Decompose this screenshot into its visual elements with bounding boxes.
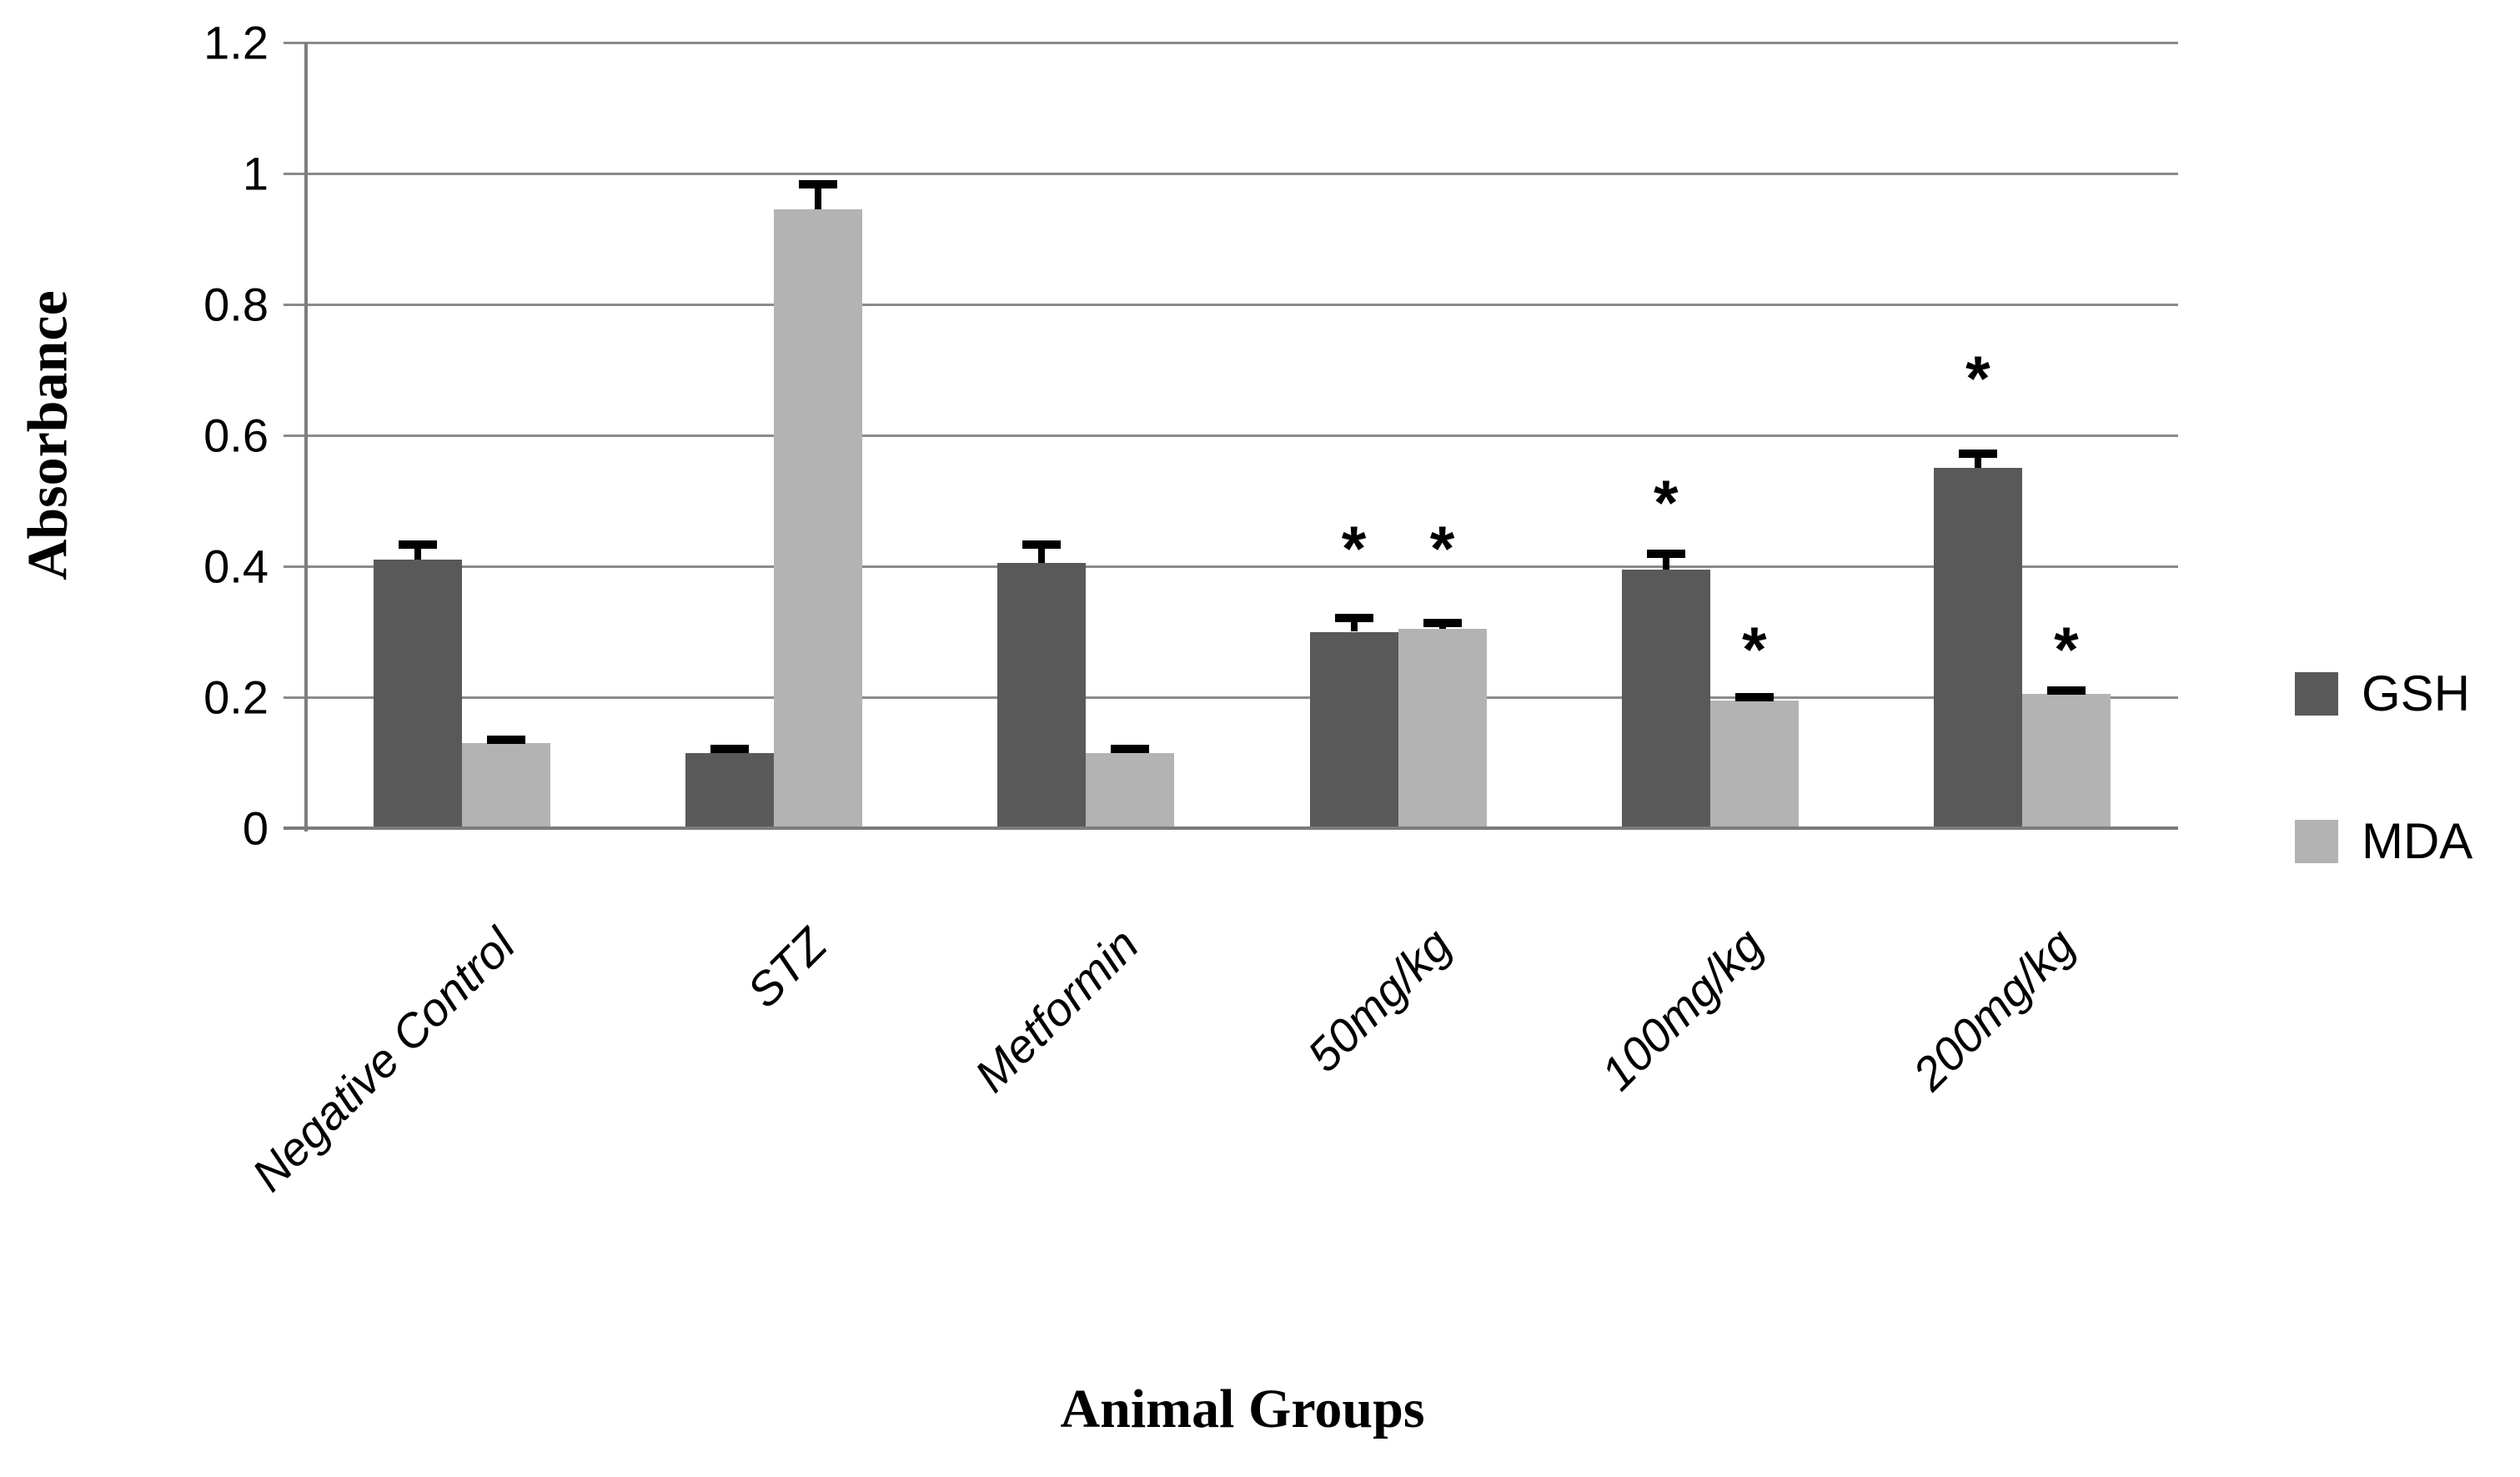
legend-swatch-mda-icon (2295, 819, 2338, 863)
bar-mda-100mg-kg (1709, 700, 1799, 828)
bar-mda-stz (774, 209, 863, 828)
significance-asterisk-mda-50mg-kg: * (1429, 513, 1455, 585)
x-axis-title: Animal Groups (1060, 1379, 1425, 1439)
errorbar-cap-mda-100mg-kg (1734, 692, 1774, 701)
y-tick-label-0.2: 0.2 (203, 671, 269, 724)
significance-asterisk-mda-200mg-kg: * (2054, 615, 2079, 686)
x-tick-label-stz: STZ (737, 917, 837, 1018)
x-axis-line (284, 826, 2178, 830)
legend: GSH MDA (2295, 665, 2472, 960)
gridline-1 (284, 173, 2178, 175)
errorbar-stem-mda-stz (815, 188, 822, 210)
bar-mda-negative-control (462, 742, 551, 828)
bar-gsh-200mg-kg (1933, 468, 2022, 828)
errorbar-stem-gsh-negative-control (414, 548, 422, 560)
y-tick-label-1.2: 1.2 (203, 16, 269, 69)
significance-asterisk-gsh-100mg-kg: * (1653, 467, 1679, 539)
significance-asterisk-gsh-50mg-kg: * (1341, 513, 1367, 585)
y-tick-label-0.6: 0.6 (203, 409, 269, 462)
errorbar-cap-mda-50mg-kg (1423, 618, 1462, 627)
errorbar-stem-gsh-200mg-kg (1974, 458, 1981, 469)
errorbar-cap-mda-200mg-kg (2046, 686, 2086, 695)
errorbar-cap-gsh-50mg-kg (1334, 613, 1373, 622)
y-tick-label-1: 1 (242, 147, 269, 200)
bar-gsh-100mg-kg (1621, 569, 1710, 828)
errorbar-cap-gsh-200mg-kg (1958, 450, 1997, 459)
legend-item-gsh: GSH (2295, 665, 2472, 722)
y-tick-label-0.8: 0.8 (203, 278, 269, 331)
x-tick-label-negative-control: Negative Control (241, 917, 525, 1202)
y-axis-line (304, 43, 308, 831)
errorbar-stem-gsh-100mg-kg (1662, 558, 1669, 570)
y-tick-label-0: 0 (242, 801, 269, 855)
errorbar-cap-gsh-100mg-kg (1646, 550, 1685, 559)
errorbar-stem-gsh-metformin (1038, 548, 1046, 564)
bar-mda-50mg-kg (1398, 628, 1487, 828)
significance-asterisk-gsh-200mg-kg: * (1965, 343, 1990, 414)
legend-label-gsh: GSH (2362, 666, 2471, 721)
errorbar-cap-mda-metformin (1111, 745, 1150, 754)
bar-gsh-metformin (997, 563, 1087, 828)
errorbar-stem-mda-50mg-kg (1438, 626, 1446, 629)
gridline-1.2 (284, 42, 2178, 44)
bar-gsh-stz (685, 752, 775, 828)
x-tick-label-100mg-kg: 100mg/kg (1590, 917, 1774, 1101)
errorbar-cap-gsh-negative-control (399, 540, 438, 549)
legend-label-mda: MDA (2362, 813, 2473, 869)
x-tick-label-50mg-kg: 50mg/kg (1297, 917, 1461, 1083)
errorbar-cap-gsh-stz (710, 745, 750, 754)
x-tick-label-200mg-kg: 200mg/kg (1902, 917, 2086, 1101)
bar-mda-metformin (1086, 752, 1175, 828)
x-tick-label-metformin: Metformin (965, 917, 1149, 1103)
y-tick-label-0.4: 0.4 (203, 540, 269, 593)
legend-item-mda: MDA (2295, 812, 2472, 870)
legend-swatch-gsh-icon (2295, 671, 2338, 716)
errorbar-cap-gsh-metformin (1022, 540, 1062, 549)
y-axis-title: Absorbance (15, 290, 79, 580)
bar-mda-200mg-kg (2021, 694, 2111, 828)
significance-asterisk-mda-100mg-kg: * (1741, 615, 1767, 686)
errorbar-stem-gsh-50mg-kg (1350, 621, 1358, 632)
gridline-0.2 (284, 696, 2178, 699)
errorbar-cap-mda-stz (799, 179, 838, 188)
gridline-0.6 (284, 435, 2178, 437)
gridline-0.8 (284, 304, 2178, 306)
bar-gsh-negative-control (374, 560, 463, 828)
bar-gsh-50mg-kg (1309, 631, 1398, 828)
errorbar-cap-mda-negative-control (487, 735, 526, 744)
gridline-0.4 (284, 565, 2178, 568)
